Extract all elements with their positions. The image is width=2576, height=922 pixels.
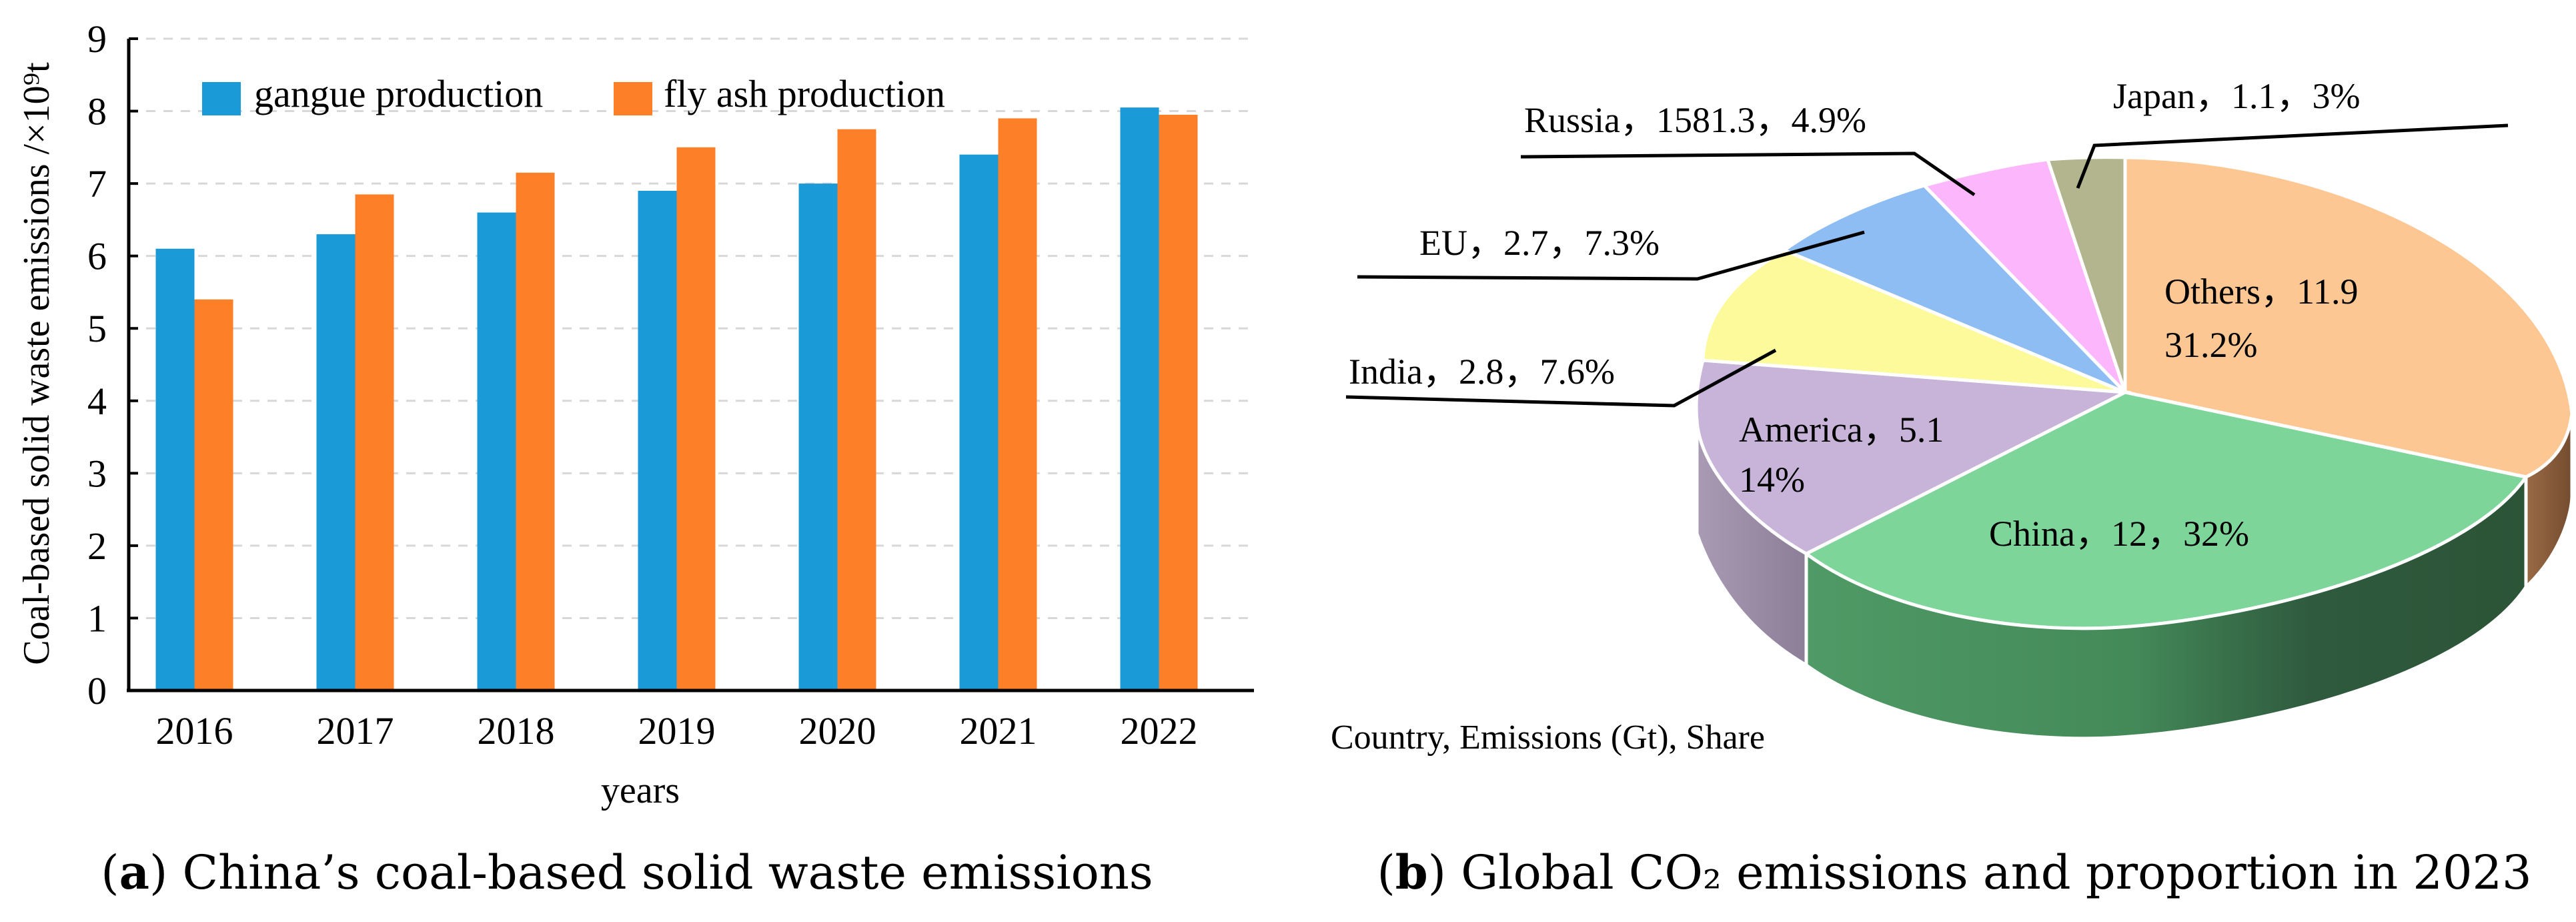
x-tick-label-2017: 2017 — [317, 709, 394, 753]
leader-line-japan — [2076, 123, 2509, 189]
chart-axes — [127, 37, 1254, 693]
pie-wall-others — [2526, 414, 2572, 587]
leader-lines — [1345, 123, 2509, 408]
y-tick-label-5: 5 — [87, 307, 107, 350]
x-tick-label-2018: 2018 — [478, 709, 555, 753]
caption-b-text: Global CO₂ emissions and proportion in 2… — [1461, 845, 2531, 900]
bar-fly-ash-2016 — [194, 299, 233, 690]
bar-fly-ash-2019 — [676, 147, 716, 691]
bar-gangue-2019 — [638, 190, 677, 690]
pie-label-others-share: 31.2% — [2164, 325, 2257, 365]
bar-fly-ash-2017 — [355, 194, 394, 691]
caption-b-paren-close: ) — [1428, 845, 1461, 900]
x-tick-label-2020: 2020 — [799, 709, 876, 753]
legend-swatch-fly-ash — [614, 82, 652, 115]
pie-slice-japan — [2045, 155, 2127, 393]
x-tick-label-2021: 2021 — [960, 709, 1037, 753]
legend: gangue production fly ash production — [202, 72, 945, 115]
leader-line-russia — [1520, 151, 1976, 197]
y-tick-labels: 0 1 2 3 4 5 6 7 8 9 — [87, 17, 107, 713]
y-tick-label-2: 2 — [87, 524, 107, 568]
panel-label-a: a — [119, 845, 149, 900]
pie-chart-panel: Japan，1.1，3% Russia，1581.3，4.9% EU，2.7，7… — [1331, 76, 2574, 900]
pie-side-walls — [1695, 414, 2574, 741]
pie-label-russia: Russia，1581.3，4.9% — [1524, 100, 1866, 140]
pie-slice-eu — [1780, 183, 2126, 394]
bar-gangue-2022 — [1120, 107, 1159, 690]
pie-label-others: Others，11.9 — [2164, 272, 2358, 312]
bar-gangue-2021 — [959, 154, 999, 690]
pie-label-japan: Japan，1.1，3% — [2113, 76, 2360, 116]
x-tick-label-2016: 2016 — [156, 709, 233, 753]
leader-line-india — [1345, 348, 1777, 408]
y-tick-label-8: 8 — [87, 90, 107, 133]
pie-label-america: America，5.1 — [1739, 410, 1944, 450]
panel-label-b: b — [1395, 845, 1428, 900]
bar-fly-ash-2021 — [998, 118, 1037, 690]
caption-b-paren-open: ( — [1377, 845, 1395, 900]
pie-top-faces — [1694, 155, 2574, 630]
legend-swatch-gangue — [202, 82, 241, 115]
x-axis-title: years — [601, 770, 680, 811]
bar-fly-ash-2022 — [1159, 114, 1198, 690]
y-tick-label-9: 9 — [87, 17, 107, 61]
pie-slice-china — [1803, 390, 2529, 630]
bar-gangue-2018 — [477, 212, 516, 690]
y-tick-label-4: 4 — [87, 380, 107, 423]
pie-slice-america — [1694, 358, 2132, 556]
legend-label-gangue: gangue production — [254, 72, 543, 115]
x-tick-labels: 2016 2017 2018 2019 2020 2021 2022 — [156, 709, 1198, 753]
y-tick-label-0: 0 — [87, 669, 107, 713]
y-tick-label-3: 3 — [87, 452, 107, 495]
bar-gangue-2016 — [155, 248, 195, 690]
caption-a-paren-close: ) — [149, 845, 183, 900]
y-tick-label-1: 1 — [87, 596, 107, 640]
legend-label-fly-ash: fly ash production — [664, 72, 945, 115]
pie-label-america-share: 14% — [1739, 460, 1805, 500]
leader-line-eu — [1357, 230, 1865, 281]
pie-wall-china — [1806, 477, 2526, 739]
bar-fly-ash-2018 — [516, 172, 555, 691]
bar-series — [155, 107, 1198, 691]
bar-fly-ash-2020 — [837, 129, 876, 690]
x-tick-label-2019: 2019 — [638, 709, 716, 753]
bar-gangue-2017 — [316, 234, 356, 691]
y-tick-label-6: 6 — [87, 235, 107, 278]
pie-label-china: China，12，32% — [1989, 514, 2249, 554]
pie-note: Country, Emissions (Gt), Share — [1331, 719, 1765, 757]
bar-gangue-2020 — [798, 183, 838, 691]
y-tick-label-7: 7 — [87, 162, 107, 205]
caption-a-text: China’s coal-based solid waste emissions — [183, 845, 1153, 900]
pie-label-eu: EU，2.7，7.3% — [1419, 223, 1660, 263]
caption-a: (a) China’s coal-based solid waste emiss… — [101, 845, 1153, 900]
pie-slice-others — [2123, 155, 2574, 479]
x-tick-label-2022: 2022 — [1121, 709, 1198, 753]
caption-a-paren-open: ( — [101, 845, 119, 900]
caption-b: (b) Global CO₂ emissions and proportion … — [1377, 845, 2531, 900]
pie-slice-russia — [1921, 157, 2127, 394]
y-axis-title: Coal-based solid waste emissions /×10⁹t — [16, 62, 57, 665]
pie-label-india: India，2.8，7.6% — [1349, 352, 1615, 392]
